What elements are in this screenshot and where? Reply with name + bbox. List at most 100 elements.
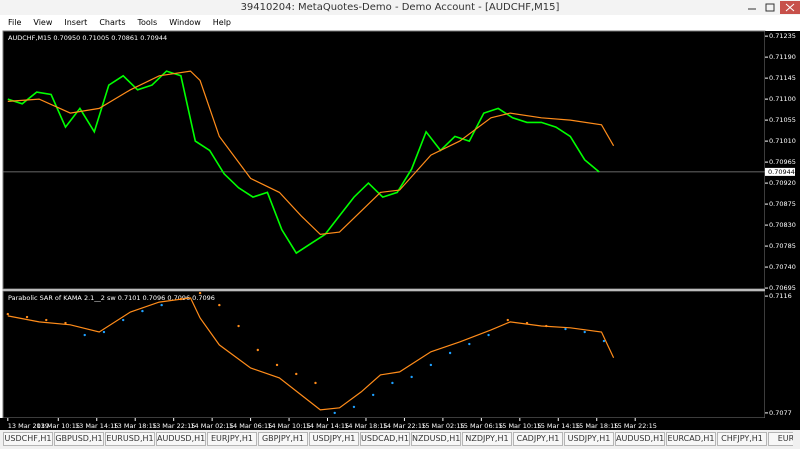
sar-dot [64, 321, 67, 325]
chart-tab[interactable]: USDCHF,H1 [3, 432, 53, 446]
price-axis [765, 31, 800, 418]
current-price-box [765, 167, 795, 176]
x-tick-label: 14 Mar 18:15 [344, 422, 387, 430]
series-line [7, 70, 615, 236]
sar-dot [314, 381, 317, 385]
sar-dot [83, 333, 86, 337]
x-tick-label: 13 Mar 10:15 [37, 422, 80, 430]
y-tick-label: 0.70740 [769, 263, 796, 271]
x-tick-label: 14 Mar 06:15 [229, 422, 272, 430]
sar-dot [564, 327, 567, 331]
y-tick-label: 0.7077 [769, 409, 792, 417]
title-bar: 39410204: MetaQuotes-Demo - Demo Account… [0, 0, 800, 15]
x-tick-label: 13 Mar 14:15 [75, 422, 118, 430]
sar-dot [6, 312, 10, 316]
x-tick-label: 15 Mar 18:15 [575, 422, 618, 430]
chart-tab[interactable]: EURUSD,H1 [105, 432, 155, 446]
menu-bar: File View Insert Charts Tools Window Help [0, 15, 800, 30]
sar-dot [45, 318, 48, 322]
time-axis [0, 418, 800, 430]
x-tick-label: 13 Mar 22:15 [152, 422, 195, 430]
series-line [7, 297, 615, 411]
current-price-label: 0.70944 [768, 168, 795, 176]
x-tick-label: 13 Mar 18:15 [114, 422, 157, 430]
x-tick-label: 14 Mar 14:15 [306, 422, 349, 430]
y-tick-label: 0.70695 [769, 284, 796, 292]
chart-tab[interactable]: GBPJPY,H1 [258, 432, 308, 446]
x-tick-label: 15 Mar 10:15 [498, 422, 541, 430]
sar-dot [448, 351, 452, 355]
sar-dot [429, 363, 433, 367]
sar-dot [410, 375, 413, 379]
sar-dot [25, 315, 29, 319]
menu-item[interactable]: File [8, 18, 22, 27]
sar-dot [333, 411, 336, 415]
close-icon [785, 3, 795, 12]
x-tick-label: 14 Mar 02:15 [190, 422, 233, 430]
y-tick-label: 0.70830 [769, 221, 796, 229]
chart-tab[interactable]: USDCAD,H1 [360, 432, 410, 446]
chart-tab[interactable]: AUDUSD,H1 [615, 432, 665, 446]
series-line [7, 70, 600, 255]
x-tick-label: 15 Mar 06:15 [460, 422, 503, 430]
sar-dot [256, 348, 260, 352]
x-tick-label: 15 Mar 14:15 [537, 422, 580, 430]
window-controls [748, 1, 800, 14]
y-tick-label: 0.70965 [769, 158, 796, 166]
sar-dot [295, 372, 298, 376]
chart-tab[interactable]: EURCAD,H1 [666, 432, 716, 446]
window-title: 39410204: MetaQuotes-Demo - Demo Account… [240, 2, 560, 13]
x-tick-label: 13 Mar 2019 [8, 422, 49, 430]
x-tick-label: 14 Mar 22:15 [383, 422, 426, 430]
maximize[interactable] [765, 3, 775, 12]
y-tick-label: 0.71010 [769, 137, 796, 145]
y-tick-label: 0.70920 [769, 179, 796, 187]
chart-tab[interactable]: EURGBI [768, 432, 793, 446]
chart-tab[interactable]: CHFJPY,H1 [717, 432, 767, 446]
menu-item[interactable]: Help [212, 18, 231, 27]
x-tick-label: 15 Mar 22:15 [613, 422, 656, 430]
sar-dot [160, 303, 163, 307]
chart-area: AUDCHF,M15 0.70950 0.71005 0.70861 0.709… [0, 30, 800, 430]
chart-tab[interactable]: CADJPY,H1 [513, 432, 563, 446]
x-tick-label: 14 Mar 10:15 [267, 422, 310, 430]
sar-dot [102, 330, 106, 334]
chart-tab[interactable]: GBPUSD,H1 [54, 432, 104, 446]
sar-dot [179, 297, 183, 301]
menu-item[interactable]: Charts [99, 18, 126, 27]
sar-dot [583, 330, 586, 334]
menu-item[interactable]: Window [169, 18, 201, 27]
y-tick-label: 0.71235 [769, 32, 796, 40]
x-tick-label: 15 Mar 02:15 [421, 422, 464, 430]
chart-tab[interactable]: USDJPY,H1 [564, 432, 614, 446]
sar-dot [545, 324, 548, 328]
menu-item[interactable]: Tools [137, 18, 158, 27]
sar-dot [468, 342, 471, 346]
panel-title: Parabolic SAR of KAMA 2.1__2 sw 0.7101 0… [8, 294, 215, 302]
tab-bar: USDCHF,H1 GBPUSD,H1 EURUSD,H1 AUDUSD,H1 EURJ… [3, 432, 793, 446]
indicator-panel [2, 290, 766, 419]
y-tick-label: 0.71190 [769, 53, 796, 61]
chart-tab[interactable]: AUDUSD,H1 [156, 432, 206, 446]
main-panel [2, 30, 766, 290]
y-tick-label: 0.71100 [769, 95, 796, 103]
sar-dot [371, 393, 375, 397]
menu-item[interactable]: View [33, 18, 53, 27]
sar-dot [237, 324, 240, 328]
sar-dot [525, 321, 529, 325]
chart-tab[interactable]: EURJPY,H1 [207, 432, 257, 446]
chart-tab[interactable]: NZDUSD,H1 [411, 432, 461, 446]
y-tick-label: 0.71145 [769, 74, 796, 82]
chart-tab[interactable]: NZDJPY,H1 [462, 432, 512, 446]
chart-tab[interactable]: USDJPY,H1 [309, 432, 359, 446]
sar-dot [275, 363, 279, 367]
sar-dot [198, 291, 202, 295]
sar-dot [352, 405, 356, 409]
sar-dot [506, 318, 509, 322]
sar-dot [218, 303, 221, 307]
y-tick-label: 0.70785 [769, 242, 796, 250]
y-tick-label: 0.71055 [769, 116, 796, 124]
y-tick-label: 0.70875 [769, 200, 796, 208]
menu-item[interactable]: Insert [64, 18, 88, 27]
